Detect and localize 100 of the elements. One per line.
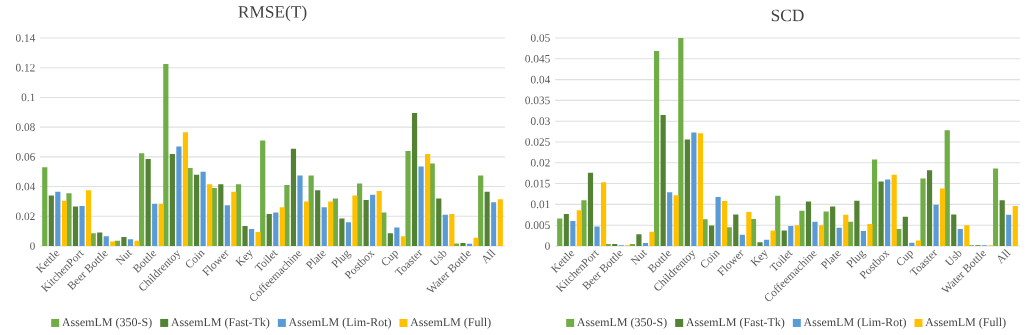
bar bbox=[697, 133, 704, 246]
bar bbox=[169, 153, 175, 246]
bar bbox=[491, 202, 497, 246]
bar bbox=[722, 201, 728, 246]
x-tick-label: Nut bbox=[115, 250, 133, 266]
bar bbox=[642, 243, 649, 246]
y-tick-label: 0.01 bbox=[530, 200, 550, 209]
bar bbox=[770, 230, 776, 246]
bar bbox=[794, 225, 800, 246]
bar bbox=[207, 184, 213, 246]
bar bbox=[612, 243, 618, 246]
y-tick-label: 0.04 bbox=[15, 182, 36, 191]
bar bbox=[660, 114, 666, 246]
bar bbox=[235, 184, 242, 246]
bar bbox=[600, 182, 607, 246]
bar bbox=[684, 139, 690, 246]
bar bbox=[394, 227, 400, 246]
bar bbox=[273, 212, 279, 246]
x-tick-label: Plate bbox=[820, 251, 841, 270]
bar bbox=[200, 171, 206, 246]
bar bbox=[121, 237, 127, 246]
bar bbox=[594, 226, 600, 246]
bar bbox=[557, 218, 563, 246]
bar bbox=[315, 190, 321, 246]
y-tick-label: 0.015 bbox=[525, 179, 550, 188]
bar bbox=[42, 167, 48, 246]
bar bbox=[587, 172, 594, 246]
bar bbox=[636, 234, 642, 246]
bar bbox=[182, 132, 189, 246]
bar bbox=[176, 146, 182, 246]
bar bbox=[678, 38, 684, 246]
bar bbox=[885, 179, 891, 246]
bar bbox=[66, 193, 72, 246]
bar bbox=[781, 230, 787, 246]
x-tick-label: Usb bbox=[429, 251, 447, 265]
bar bbox=[400, 236, 406, 246]
bar bbox=[103, 236, 109, 246]
bar bbox=[90, 233, 96, 246]
bar bbox=[673, 195, 679, 246]
legend-label: AssemLM (Full) bbox=[925, 317, 1006, 329]
bar bbox=[847, 221, 853, 246]
bar bbox=[449, 214, 455, 246]
bar bbox=[48, 195, 54, 246]
bar bbox=[127, 239, 134, 246]
y-tick-label: 0.08 bbox=[15, 123, 35, 131]
legend-label: AssemLM (350-S) bbox=[576, 317, 667, 329]
bar bbox=[933, 204, 939, 246]
bar bbox=[823, 211, 829, 246]
bar bbox=[964, 225, 970, 246]
bar bbox=[746, 211, 752, 246]
bar bbox=[926, 170, 933, 246]
y-tick-label: 0.035 bbox=[525, 96, 550, 105]
bar bbox=[460, 243, 466, 246]
bar bbox=[818, 225, 825, 246]
bar bbox=[726, 227, 732, 246]
legend-label: AssemLM (Full) bbox=[410, 317, 491, 329]
x-tick-label: Nut bbox=[630, 250, 648, 266]
y-tick-label: 0.02 bbox=[15, 212, 35, 221]
y-tick-label: 0.045 bbox=[525, 54, 550, 63]
bar bbox=[473, 237, 479, 246]
bar bbox=[85, 190, 92, 246]
bar bbox=[788, 226, 794, 246]
bar bbox=[763, 239, 770, 246]
bar bbox=[193, 174, 200, 246]
x-tick-label: All bbox=[997, 249, 1011, 264]
bar bbox=[691, 132, 697, 246]
bar bbox=[352, 195, 358, 246]
bar bbox=[376, 191, 382, 246]
bar bbox=[332, 198, 338, 246]
bar bbox=[255, 231, 261, 246]
y-tick-label: 0.14 bbox=[15, 34, 36, 42]
y-tick-label: 0 bbox=[30, 242, 35, 250]
bar bbox=[387, 233, 393, 246]
bar bbox=[951, 214, 957, 246]
bar bbox=[860, 231, 867, 246]
bar bbox=[242, 225, 248, 246]
bar bbox=[411, 113, 418, 246]
bar bbox=[757, 242, 763, 246]
bar bbox=[563, 213, 569, 246]
bar bbox=[321, 207, 327, 246]
bar bbox=[370, 194, 376, 246]
bar bbox=[902, 216, 908, 246]
bar bbox=[163, 64, 169, 246]
bar bbox=[805, 201, 812, 246]
bar bbox=[339, 218, 345, 246]
bar bbox=[993, 168, 999, 246]
bar bbox=[708, 225, 715, 246]
bar bbox=[605, 243, 611, 246]
x-tick-label: All bbox=[482, 249, 496, 264]
bar bbox=[940, 188, 946, 246]
bar bbox=[55, 191, 61, 246]
bar bbox=[667, 192, 673, 246]
y-tick-label: 0.005 bbox=[525, 221, 550, 230]
bar bbox=[260, 140, 266, 246]
y-tick-label: 0.05 bbox=[530, 34, 550, 42]
bar bbox=[867, 223, 873, 246]
bar bbox=[944, 130, 950, 246]
x-tick-label: Plate bbox=[305, 251, 326, 270]
bar bbox=[739, 234, 745, 246]
bar bbox=[812, 221, 818, 246]
